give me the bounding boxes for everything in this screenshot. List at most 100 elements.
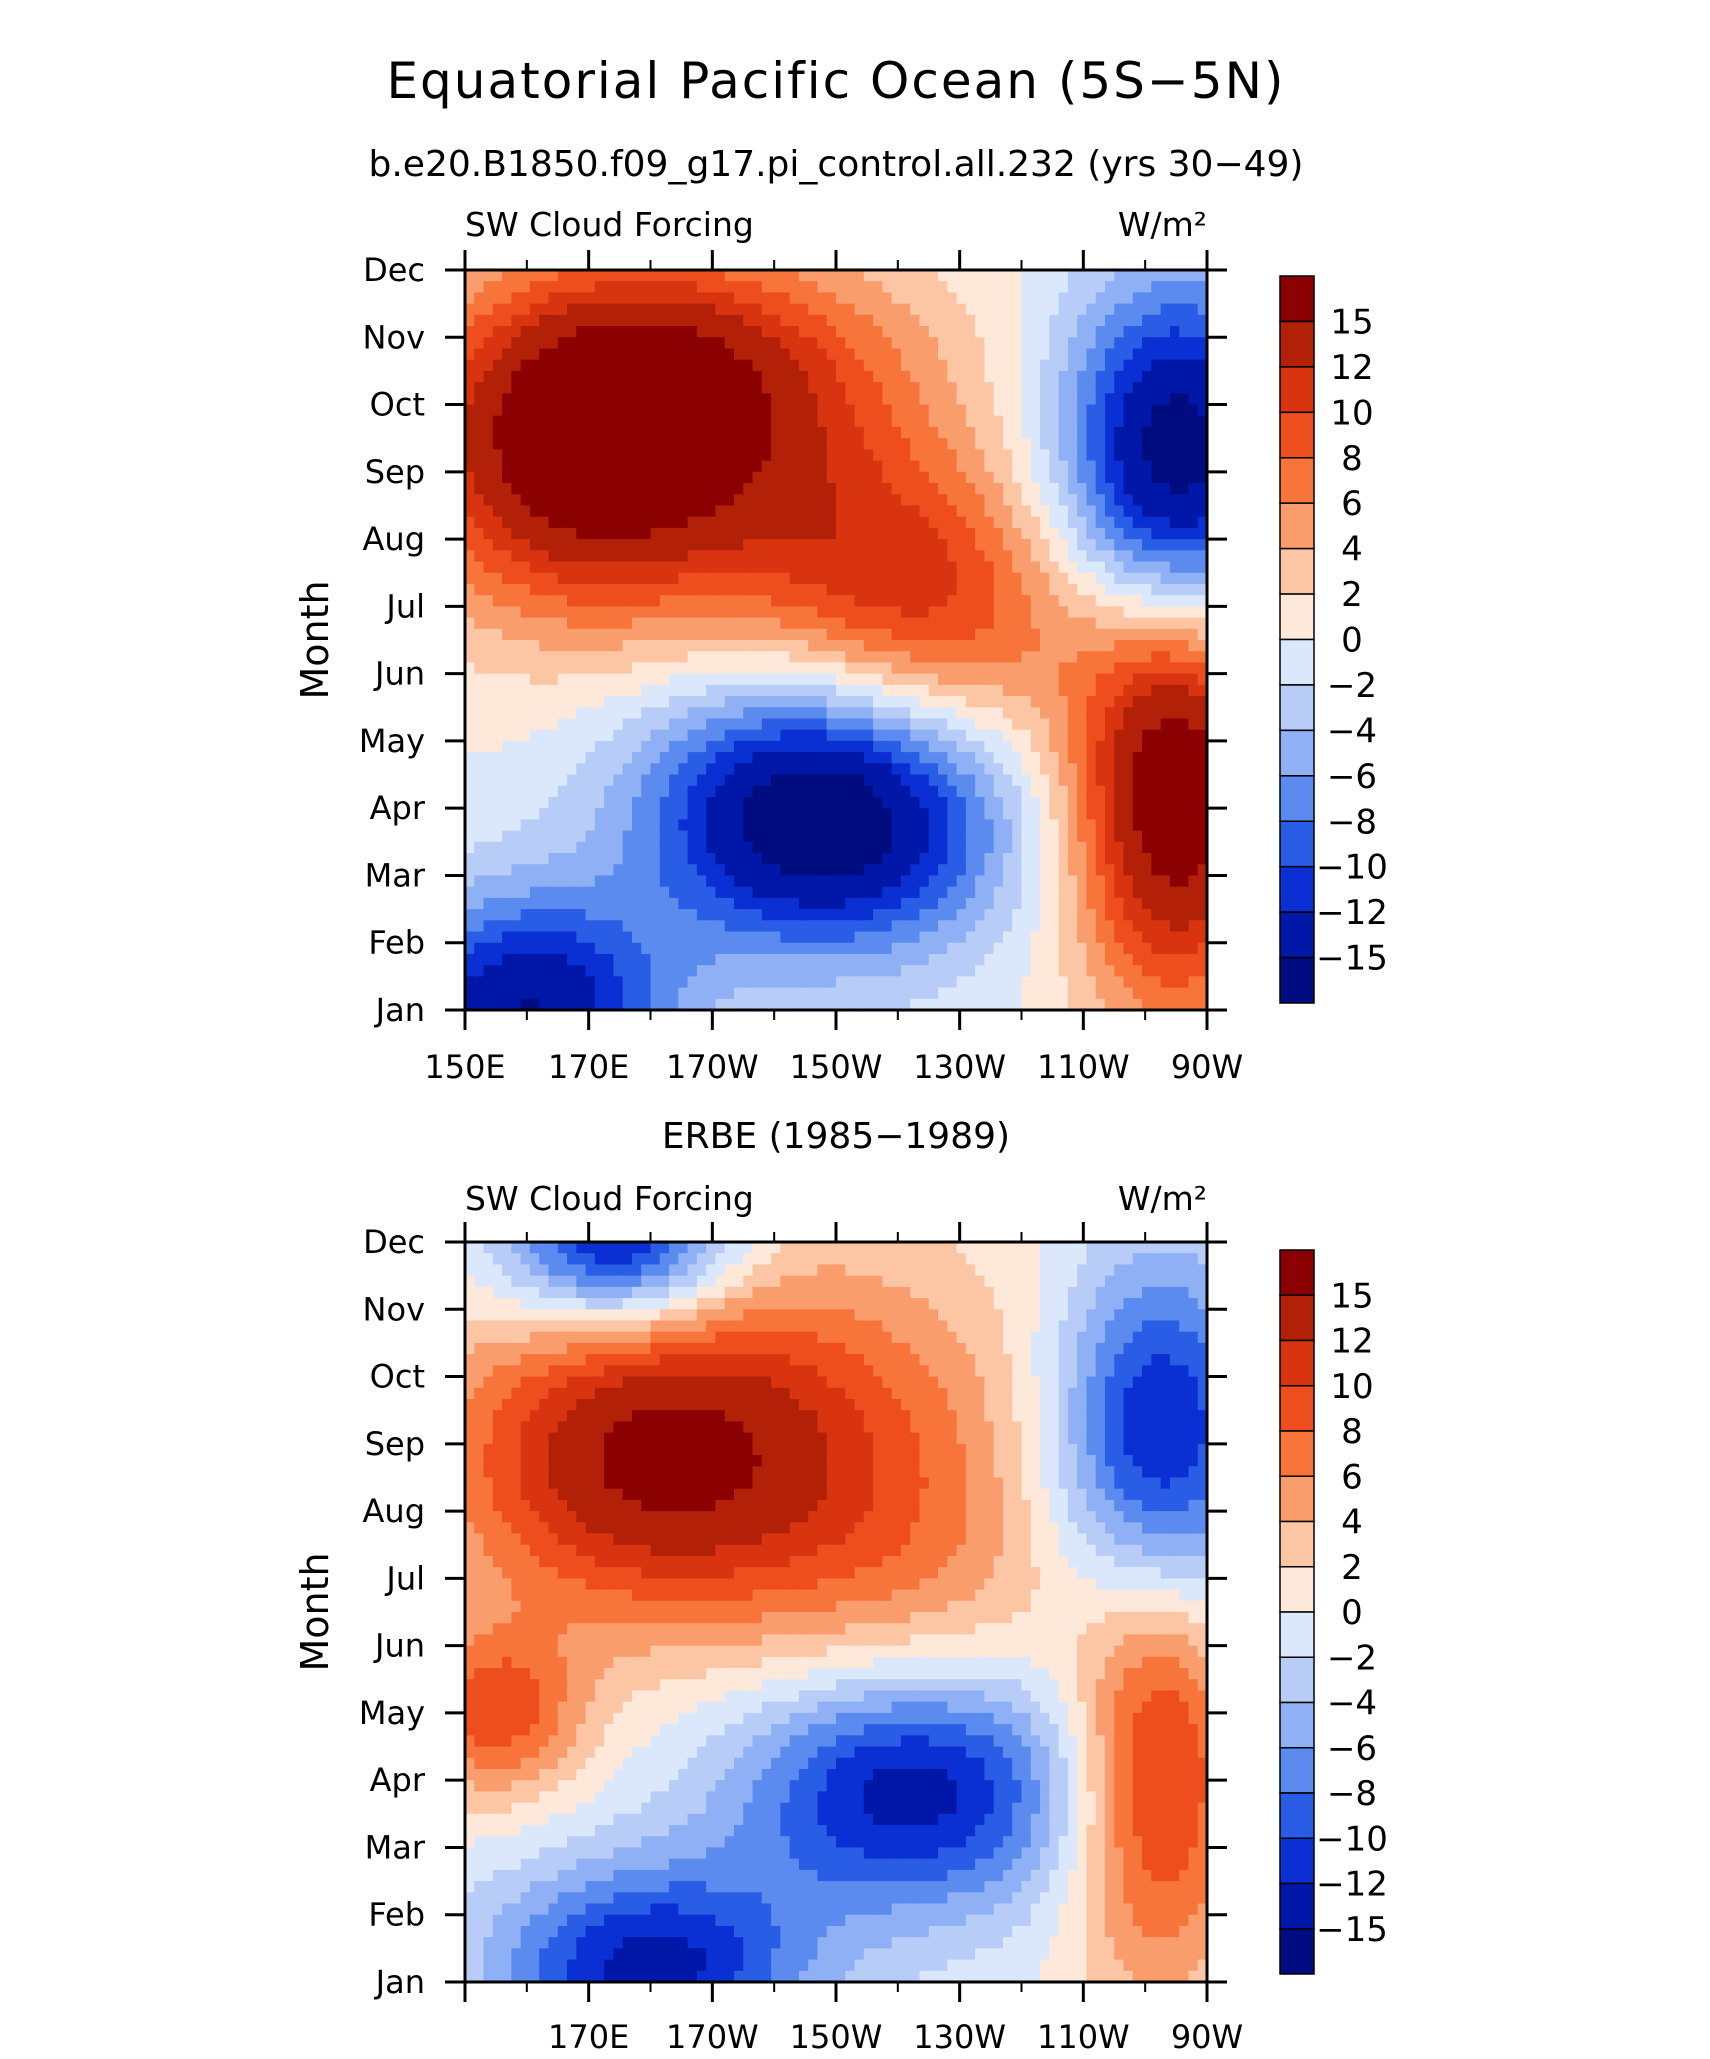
heatmap-cell — [1114, 572, 1125, 585]
heatmap-cell — [492, 808, 503, 820]
heatmap-cell — [706, 796, 717, 809]
heatmap-cell — [557, 460, 568, 473]
heatmap-cell — [548, 561, 559, 574]
heatmap-cell — [826, 785, 837, 798]
heatmap-cell — [993, 864, 1004, 877]
heatmap-cell — [529, 965, 540, 977]
heatmap-cell — [678, 628, 689, 641]
heatmap-cell — [1104, 337, 1115, 350]
heatmap-cell — [678, 281, 689, 294]
heatmap-cell — [613, 640, 624, 652]
heatmap-cell — [798, 393, 809, 406]
heatmap-cell — [678, 864, 689, 877]
heatmap-cell — [752, 550, 763, 563]
heatmap-cell — [631, 426, 642, 439]
heatmap-cell — [965, 897, 976, 910]
heatmap-cell — [928, 370, 939, 383]
heatmap-cell — [465, 281, 475, 294]
heatmap-cell — [678, 404, 689, 417]
heatmap-cell — [1114, 864, 1125, 877]
heatmap-cell — [706, 471, 717, 484]
heatmap-cell — [780, 359, 791, 372]
heatmap-cell — [761, 359, 772, 372]
heatmap-cell — [594, 651, 605, 664]
heatmap-cell — [965, 920, 976, 933]
heatmap-cell — [511, 348, 522, 361]
heatmap-cell — [511, 292, 522, 305]
heatmap-cell — [1021, 561, 1032, 574]
heatmap-cell — [696, 583, 707, 596]
heatmap-cell — [678, 785, 689, 798]
heatmap-cell — [836, 763, 846, 776]
heatmap-cell — [789, 426, 800, 439]
heatmap-cell — [483, 752, 494, 764]
heatmap-cell — [715, 662, 726, 675]
heatmap-cell — [780, 662, 791, 675]
heatmap-cell — [733, 415, 744, 428]
heatmap-cell — [863, 281, 874, 294]
heatmap-cell — [650, 628, 661, 641]
heatmap-cell — [891, 875, 902, 888]
heatmap-cell — [1188, 864, 1199, 877]
heatmap-cell — [724, 628, 735, 641]
heatmap-cell — [650, 494, 661, 507]
heatmap-cell — [910, 931, 921, 944]
heatmap-cell — [650, 270, 661, 282]
heatmap-cell — [798, 415, 809, 428]
heatmap-cell — [687, 370, 698, 383]
heatmap-cell — [771, 718, 781, 731]
heatmap-cell — [1169, 606, 1180, 619]
heatmap-cell — [548, 303, 559, 316]
heatmap-cell — [798, 617, 809, 630]
heatmap-cell — [1169, 628, 1180, 641]
heatmap-cell — [1197, 931, 1207, 944]
heatmap-cell — [1067, 595, 1078, 607]
heatmap-cell — [539, 864, 550, 877]
heatmap-cell — [1114, 617, 1125, 630]
heatmap-cell — [780, 516, 791, 529]
heatmap-cell — [678, 729, 689, 742]
heatmap-cell — [1040, 673, 1050, 686]
heatmap-cell — [502, 471, 512, 484]
heatmap-cell — [1132, 303, 1143, 316]
heatmap-cell — [557, 763, 568, 776]
heatmap-cell — [539, 617, 550, 630]
heatmap-cell — [669, 460, 679, 473]
heatmap-cell — [1095, 314, 1106, 327]
heatmap-cell — [1132, 785, 1143, 798]
heatmap-cell — [604, 718, 615, 731]
heatmap-cell — [891, 897, 902, 910]
heatmap-cell — [993, 729, 1004, 742]
heatmap-cell — [678, 640, 689, 652]
heatmap-cell — [529, 897, 540, 910]
heatmap-cell — [1002, 561, 1013, 574]
heatmap-cell — [1169, 314, 1180, 327]
heatmap-cell — [780, 617, 791, 630]
heatmap-cell — [492, 886, 503, 899]
heatmap-cell — [938, 572, 948, 585]
heatmap-cell — [1040, 953, 1050, 966]
heatmap-cell — [604, 796, 615, 809]
heatmap-cell — [1179, 393, 1190, 406]
heatmap-cell — [1095, 718, 1106, 731]
heatmap-cell — [706, 909, 717, 921]
heatmap-cell — [789, 651, 800, 664]
heatmap-cell — [669, 314, 679, 327]
heatmap-cell — [743, 583, 754, 596]
heatmap-cell — [1160, 796, 1171, 809]
heatmap-cell — [817, 393, 828, 406]
heatmap-cell — [659, 303, 670, 316]
heatmap-cell — [576, 696, 587, 708]
heatmap-cell — [706, 819, 717, 832]
heatmap-cell — [1179, 449, 1190, 462]
heatmap-cell — [798, 449, 809, 462]
heatmap-cell — [1095, 640, 1106, 652]
heatmap-cell — [882, 763, 893, 776]
heatmap-cell — [678, 505, 689, 518]
heatmap-cell — [761, 628, 772, 641]
heatmap-cell — [1058, 830, 1069, 843]
heatmap-cell — [1123, 673, 1134, 686]
heatmap-cell — [557, 819, 568, 832]
heatmap-cell — [1040, 662, 1050, 675]
heatmap-cell — [836, 314, 846, 327]
